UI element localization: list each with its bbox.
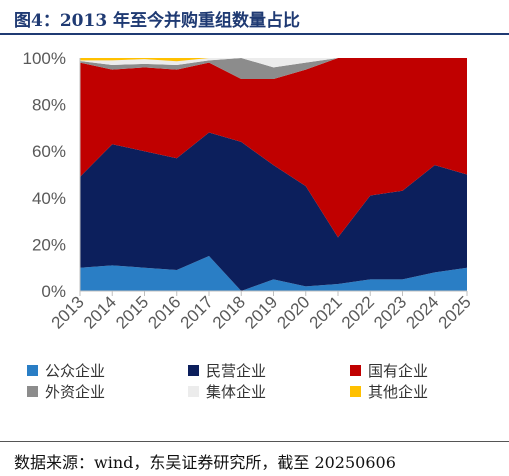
area-series-4	[80, 58, 467, 68]
area-series-5	[80, 58, 467, 62]
figure-title-text: 图4：2013 年至今并购重组数量占比	[14, 11, 301, 31]
x-tick-label: 2021	[306, 292, 346, 332]
area-series-0	[80, 256, 467, 291]
y-tick-label: 60%	[32, 142, 66, 161]
legend-swatch	[188, 365, 199, 376]
legend-swatch	[27, 365, 38, 376]
legend-label: 国有企业	[368, 362, 428, 380]
x-tick-label: 2016	[144, 292, 184, 332]
y-tick-labels: 0% 20% 40% 60% 80% 100%	[23, 49, 66, 301]
x-tick-label: 2018	[209, 292, 249, 332]
stacked-area-chart: 0% 20% 40% 60% 80% 100% 201320142015201620172…	[23, 49, 475, 401]
y-tick-label: 0%	[41, 282, 66, 301]
title-underline	[0, 33, 509, 35]
y-tick-label: 20%	[32, 235, 66, 254]
legend-label: 外资企业	[45, 383, 105, 401]
y-tick-label: 40%	[32, 189, 66, 208]
legend-swatch	[350, 386, 361, 397]
x-tick-label: 2024	[402, 292, 442, 332]
x-tick-label: 2015	[112, 292, 152, 332]
legend-label: 公众企业	[45, 362, 105, 380]
x-tick-label: 2022	[338, 292, 378, 332]
area-layers	[80, 58, 467, 291]
x-tick-label: 2025	[435, 292, 475, 332]
y-tick-label: 80%	[32, 96, 66, 115]
legend-label: 其他企业	[368, 383, 428, 401]
x-tick-label: 2017	[177, 292, 217, 332]
x-tick-labels: 2013201420152016201720182019202020212022…	[48, 292, 475, 332]
area-series-1	[80, 132, 467, 291]
x-tick-label: 2014	[80, 292, 120, 332]
source-note: 数据来源：wind，东吴证券研究所，截至 20250606	[14, 453, 396, 472]
area-series-2	[80, 58, 467, 238]
legend-swatch	[350, 365, 361, 376]
x-tick-label: 2023	[370, 292, 410, 332]
footer-divider	[0, 441, 509, 442]
area-series-3	[80, 58, 467, 79]
x-tick-label: 2020	[273, 292, 313, 332]
chart-axes	[79, 58, 468, 296]
legend-label: 民营企业	[206, 362, 266, 380]
y-tick-label: 100%	[23, 49, 66, 68]
legend-swatch	[188, 386, 199, 397]
legend-label: 集体企业	[206, 383, 266, 401]
figure-title: 图4：2013 年至今并购重组数量占比	[0, 0, 509, 35]
x-tick-label: 2019	[241, 292, 281, 332]
legend-swatch	[27, 386, 38, 397]
